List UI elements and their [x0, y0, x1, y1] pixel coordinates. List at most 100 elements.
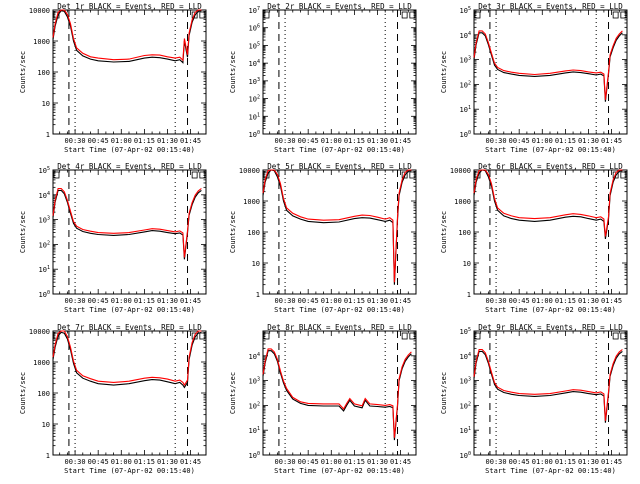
x-tick-label: 00:30: [275, 297, 296, 305]
y-tick-label: 1000: [454, 198, 471, 206]
x-tick-label: 01:00: [321, 137, 342, 145]
corner-marker: [620, 332, 627, 340]
panel-det-3: Det 3r BLACK = Events, RED = LLD 100 101 10…: [440, 2, 628, 154]
lld-series-line: [262, 348, 412, 438]
y-tick-label: 103: [249, 377, 260, 386]
y-tick-label: 103: [460, 56, 471, 65]
plot-frame: [473, 9, 628, 135]
x-tick-label: 01:45: [180, 458, 201, 466]
panel-title: Det 2r BLACK = Events, RED = LLD: [267, 2, 412, 11]
x-tick-label: 01:00: [532, 458, 553, 466]
y-tick-label: 100: [249, 451, 260, 460]
y-tick-label: 105: [39, 166, 50, 175]
x-tick-label: 01:30: [157, 458, 178, 466]
x-axis-label: Start Time (07-Apr-02 00:15:40): [64, 467, 195, 475]
y-tick-label: 10000: [29, 7, 50, 15]
corner-marker: [401, 332, 408, 340]
corner-marker: [620, 171, 627, 179]
y-tick-label: 102: [460, 80, 471, 89]
lld-series-line: [473, 169, 623, 237]
y-tick-label: 100: [247, 229, 260, 237]
x-axis-label: Start Time (07-Apr-02 00:15:40): [485, 467, 616, 475]
corner-marker: [474, 11, 481, 19]
x-tick-label: 01:00: [321, 458, 342, 466]
panel-det-1: Det 1r BLACK = Events, RED = LLD 1 10 100 10…: [19, 2, 207, 154]
x-tick-label: 00:45: [509, 458, 530, 466]
panel-det-5: Det 5r BLACK = Events, RED = LLD 1 10 100 10…: [229, 162, 417, 314]
plot-frame: [262, 330, 417, 456]
x-tick-label: 00:30: [275, 137, 296, 145]
corner-marker: [612, 11, 619, 19]
y-tick-label: 103: [460, 377, 471, 386]
corner-marker: [401, 11, 408, 19]
lld-series-line: [52, 187, 202, 258]
corner-marker: [191, 171, 198, 179]
y-tick-label: 101: [249, 426, 260, 435]
plot-frame: [52, 9, 207, 135]
panel-title: Det 8r BLACK = Events, RED = LLD: [267, 323, 412, 332]
y-tick-label: 102: [249, 401, 260, 410]
y-tick-label: 106: [249, 24, 260, 33]
y-axis-label: Counts/sec: [440, 372, 448, 414]
x-tick-label: 01:45: [390, 458, 411, 466]
panel-title: Det 5r BLACK = Events, RED = LLD: [267, 162, 412, 171]
x-tick-label: 01:15: [555, 137, 576, 145]
y-tick-label: 101: [460, 105, 471, 114]
corner-marker: [199, 11, 206, 19]
x-tick-label: 00:30: [65, 297, 86, 305]
y-tick-label: 102: [249, 95, 260, 104]
x-tick-label: 01:15: [134, 137, 155, 145]
x-tick-label: 00:30: [486, 458, 507, 466]
y-tick-label: 1: [467, 291, 471, 299]
x-tick-label: 01:15: [344, 137, 365, 145]
x-tick-label: 01:15: [134, 458, 155, 466]
y-tick-label: 1: [256, 291, 260, 299]
y-tick-label: 105: [249, 41, 260, 50]
x-tick-label: 00:45: [509, 137, 530, 145]
corner-marker: [409, 11, 416, 19]
x-tick-label: 01:30: [367, 297, 388, 305]
plot-frame: [262, 9, 417, 135]
corner-marker: [620, 11, 627, 19]
plot-frame: [52, 169, 207, 295]
x-tick-label: 00:45: [298, 458, 319, 466]
y-tick-label: 1000: [243, 198, 260, 206]
corner-marker: [263, 332, 270, 340]
corner-marker: [401, 171, 408, 179]
x-tick-label: 01:45: [601, 137, 622, 145]
y-axis-label: Counts/sec: [440, 211, 448, 253]
x-tick-label: 01:15: [344, 297, 365, 305]
x-tick-label: 01:00: [111, 458, 132, 466]
lld-series-line: [473, 30, 623, 100]
y-tick-label: 10: [463, 260, 471, 268]
x-tick-label: 01:45: [180, 297, 201, 305]
x-tick-label: 00:30: [65, 458, 86, 466]
y-axis-label: Counts/sec: [229, 211, 237, 253]
x-tick-label: 00:30: [65, 137, 86, 145]
y-axis-label: Counts/sec: [19, 211, 27, 253]
x-tick-label: 01:30: [367, 137, 388, 145]
x-tick-label: 01:00: [111, 297, 132, 305]
event-series-line: [473, 32, 623, 102]
x-tick-label: 01:45: [601, 458, 622, 466]
y-tick-label: 104: [249, 352, 260, 361]
x-tick-label: 01:00: [532, 297, 553, 305]
y-tick-label: 1: [46, 452, 50, 460]
y-tick-label: 10000: [239, 167, 260, 175]
x-tick-label: 01:15: [555, 458, 576, 466]
x-tick-label: 01:45: [601, 297, 622, 305]
x-axis-label: Start Time (07-Apr-02 00:15:40): [64, 146, 195, 154]
y-tick-label: 100: [39, 290, 50, 299]
y-tick-label: 101: [460, 426, 471, 435]
corner-marker: [612, 332, 619, 340]
corner-marker: [409, 171, 416, 179]
corner-marker: [612, 171, 619, 179]
x-axis-label: Start Time (07-Apr-02 00:15:40): [64, 306, 195, 314]
x-tick-label: 01:00: [111, 137, 132, 145]
y-tick-label: 1000: [33, 359, 50, 367]
y-tick-label: 100: [458, 229, 471, 237]
x-tick-label: 00:45: [88, 297, 109, 305]
lld-series-line: [473, 348, 623, 421]
x-tick-label: 00:45: [509, 297, 530, 305]
y-tick-label: 1: [46, 131, 50, 139]
